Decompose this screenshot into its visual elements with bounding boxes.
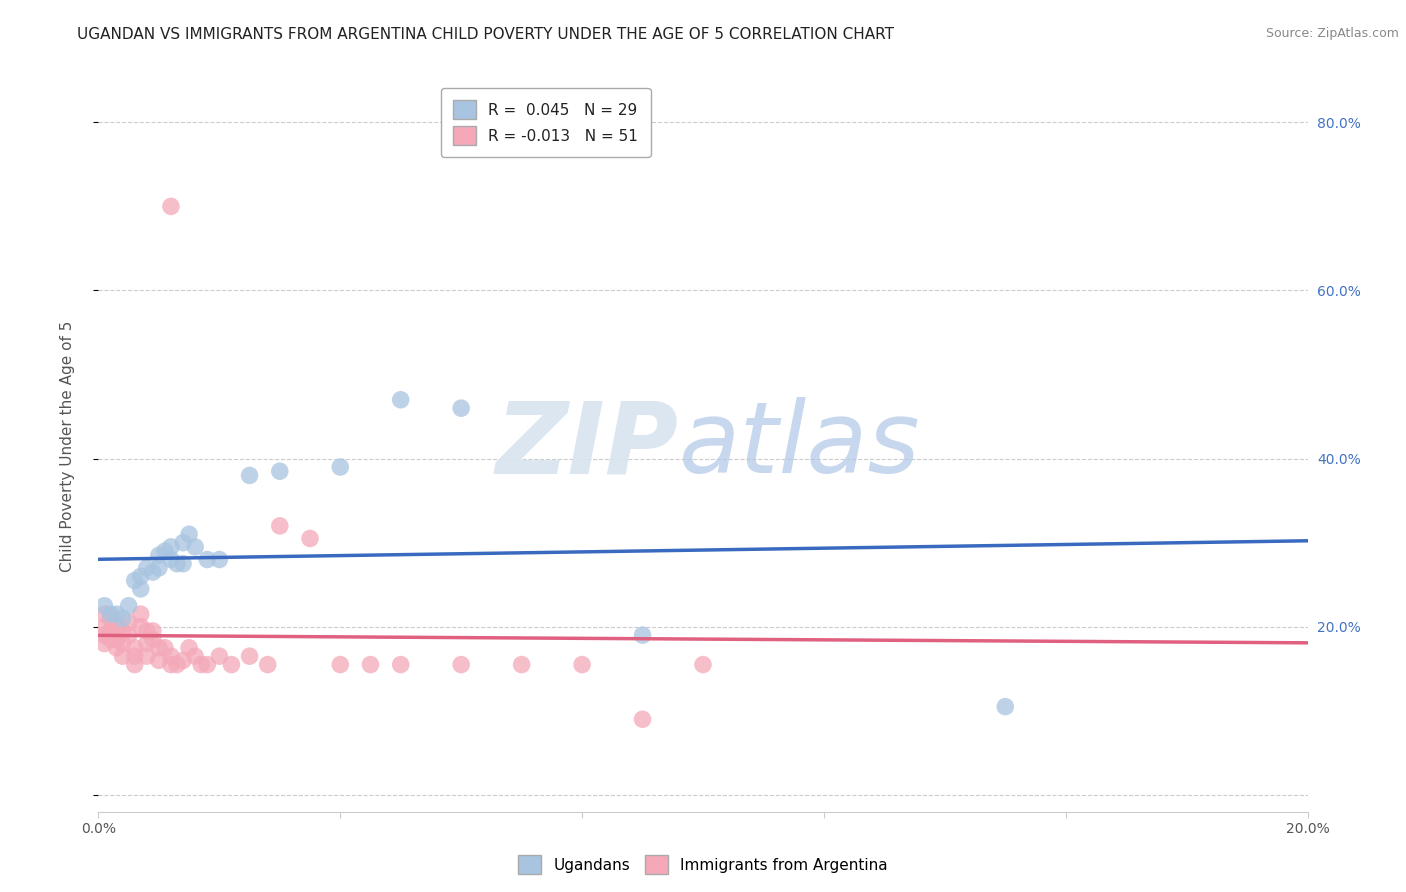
- Point: [135, 649, 157, 664]
- Point: [221, 657, 243, 672]
- Point: [153, 640, 176, 655]
- Point: [190, 657, 212, 672]
- Point: [129, 582, 152, 596]
- Point: [100, 632, 122, 647]
- Point: [100, 624, 122, 638]
- Point: [510, 657, 533, 672]
- Point: [631, 712, 654, 726]
- Point: [184, 649, 207, 664]
- Point: [105, 607, 128, 622]
- Point: [571, 657, 593, 672]
- Point: [450, 401, 472, 416]
- Point: [160, 552, 183, 566]
- Point: [105, 640, 128, 655]
- Point: [105, 620, 128, 634]
- Text: atlas: atlas: [679, 398, 921, 494]
- Point: [135, 636, 157, 650]
- Point: [239, 649, 262, 664]
- Text: Source: ZipAtlas.com: Source: ZipAtlas.com: [1265, 27, 1399, 40]
- Point: [166, 557, 188, 571]
- Point: [184, 540, 207, 554]
- Point: [142, 632, 165, 647]
- Legend: Ugandans, Immigrants from Argentina: Ugandans, Immigrants from Argentina: [512, 849, 894, 880]
- Point: [124, 640, 146, 655]
- Text: UGANDAN VS IMMIGRANTS FROM ARGENTINA CHILD POVERTY UNDER THE AGE OF 5 CORRELATIO: UGANDAN VS IMMIGRANTS FROM ARGENTINA CHI…: [77, 27, 894, 42]
- Text: ZIP: ZIP: [496, 398, 679, 494]
- Point: [172, 653, 194, 667]
- Point: [631, 628, 654, 642]
- Point: [329, 657, 352, 672]
- Point: [100, 607, 122, 622]
- Point: [172, 557, 194, 571]
- Legend: R =  0.045   N = 29, R = -0.013   N = 51: R = 0.045 N = 29, R = -0.013 N = 51: [441, 88, 651, 157]
- Point: [129, 569, 152, 583]
- Point: [93, 620, 115, 634]
- Point: [329, 460, 352, 475]
- Point: [118, 599, 141, 613]
- Point: [135, 561, 157, 575]
- Point: [148, 653, 170, 667]
- Point: [124, 657, 146, 672]
- Point: [166, 657, 188, 672]
- Point: [269, 519, 291, 533]
- Y-axis label: Child Poverty Under the Age of 5: Child Poverty Under the Age of 5: [60, 320, 75, 572]
- Point: [360, 657, 382, 672]
- Point: [692, 657, 714, 672]
- Point: [124, 574, 146, 588]
- Point: [160, 649, 183, 664]
- Point: [111, 649, 134, 664]
- Point: [208, 649, 231, 664]
- Point: [129, 607, 152, 622]
- Point: [239, 468, 262, 483]
- Point: [93, 636, 115, 650]
- Point: [93, 599, 115, 613]
- Point: [93, 628, 115, 642]
- Point: [142, 624, 165, 638]
- Point: [118, 628, 141, 642]
- Point: [135, 624, 157, 638]
- Point: [179, 527, 201, 541]
- Point: [195, 552, 218, 566]
- Point: [129, 620, 152, 634]
- Point: [118, 615, 141, 630]
- Point: [172, 535, 194, 549]
- Point: [124, 649, 146, 664]
- Point: [111, 611, 134, 625]
- Point: [269, 464, 291, 478]
- Point: [160, 657, 183, 672]
- Point: [389, 657, 412, 672]
- Point: [450, 657, 472, 672]
- Point: [195, 657, 218, 672]
- Point: [111, 636, 134, 650]
- Point: [256, 657, 278, 672]
- Point: [208, 552, 231, 566]
- Point: [160, 199, 183, 213]
- Point: [299, 532, 322, 546]
- Point: [93, 607, 115, 622]
- Point: [160, 540, 183, 554]
- Point: [148, 561, 170, 575]
- Point: [142, 565, 165, 579]
- Point: [153, 544, 176, 558]
- Point: [389, 392, 412, 407]
- Point: [148, 549, 170, 563]
- Point: [105, 632, 128, 647]
- Point: [100, 611, 122, 625]
- Point: [111, 624, 134, 638]
- Point: [179, 640, 201, 655]
- Point: [148, 640, 170, 655]
- Point: [994, 699, 1017, 714]
